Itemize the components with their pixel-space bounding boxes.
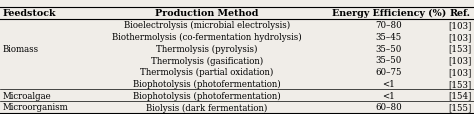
Text: Microorganism: Microorganism [2, 103, 68, 111]
Text: [153]: [153] [448, 79, 472, 88]
Text: Energy Efficiency (%): Energy Efficiency (%) [331, 9, 446, 18]
Text: [155]: [155] [448, 103, 472, 111]
Text: 35–50: 35–50 [375, 56, 402, 65]
Text: 35–50: 35–50 [375, 44, 402, 53]
Text: <1: <1 [383, 91, 395, 100]
Text: [103]: [103] [448, 56, 472, 65]
Text: Thermolysis (pyrolysis): Thermolysis (pyrolysis) [156, 44, 258, 53]
Text: 35–45: 35–45 [375, 33, 402, 42]
Text: [153]: [153] [448, 44, 472, 53]
Text: Biomass: Biomass [2, 44, 38, 53]
Text: [154]: [154] [448, 91, 472, 100]
Text: Feedstock: Feedstock [2, 9, 56, 18]
Text: Bioelectrolysis (microbial electrolysis): Bioelectrolysis (microbial electrolysis) [124, 21, 290, 30]
Text: <1: <1 [383, 79, 395, 88]
Text: Microalgae: Microalgae [2, 91, 51, 100]
Text: [103]: [103] [448, 68, 472, 76]
Text: Ref.: Ref. [449, 9, 470, 18]
Text: Production Method: Production Method [155, 9, 259, 18]
Text: Thermolysis (partial oxidation): Thermolysis (partial oxidation) [140, 68, 274, 77]
Text: Biolysis (dark fermentation): Biolysis (dark fermentation) [146, 102, 268, 112]
Text: [103]: [103] [448, 21, 472, 30]
Text: Thermolysis (gasification): Thermolysis (gasification) [151, 56, 263, 65]
Text: 60–75: 60–75 [375, 68, 402, 76]
Text: Biophotolysis (photofermentation): Biophotolysis (photofermentation) [133, 91, 281, 100]
Text: [103]: [103] [448, 33, 472, 42]
Text: Biophotolysis (photofermentation): Biophotolysis (photofermentation) [133, 79, 281, 88]
Text: Biothermolysis (co-fermentation hydrolysis): Biothermolysis (co-fermentation hydrolys… [112, 33, 302, 42]
Text: 60–80: 60–80 [375, 103, 402, 111]
Text: 70–80: 70–80 [375, 21, 402, 30]
